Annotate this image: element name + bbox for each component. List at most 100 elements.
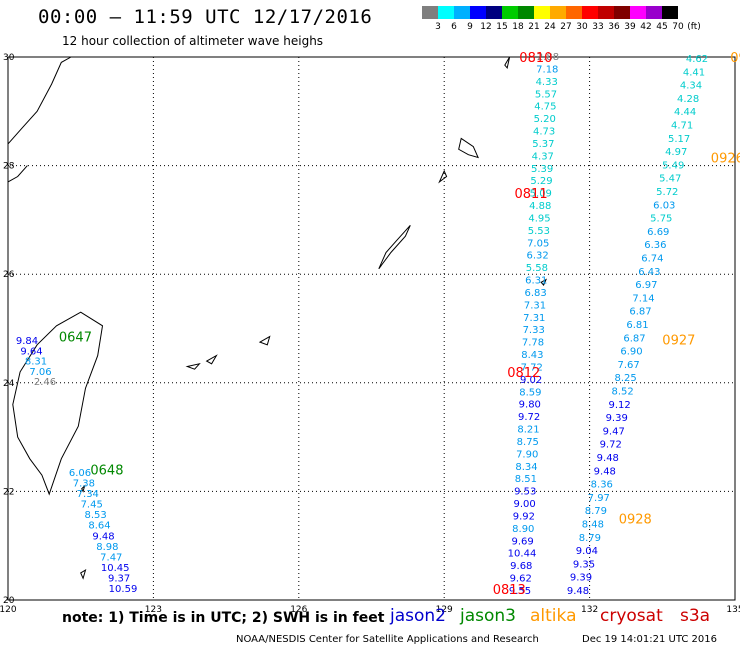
- pass-time-label: 0811: [515, 187, 548, 202]
- cryosat-swh-value: 8.75: [517, 437, 539, 448]
- cryosat-swh-value: 8.21: [517, 425, 539, 436]
- pass-time-label: 0810: [519, 51, 552, 66]
- color-scale-label: 70: [672, 22, 684, 32]
- jason3-swh-value: 9.84: [16, 336, 38, 347]
- jason3-swh-value: 8.53: [84, 510, 106, 521]
- color-scale-label: 39: [624, 22, 636, 32]
- color-swatch: [534, 6, 550, 19]
- pass-time-label: 0813: [493, 583, 526, 598]
- color-scale-label: 42: [640, 22, 652, 32]
- pass-time-label: 0812: [507, 366, 540, 381]
- jason3-swh-value: 7.34: [77, 489, 99, 500]
- altika-swh-value: 5.75: [650, 214, 672, 225]
- jason3-swh-value: 8.98: [96, 542, 118, 553]
- color-scale-bar: [422, 6, 678, 19]
- jason3-swh-value: 7.38: [73, 479, 95, 490]
- island-coastline: [504, 56, 511, 69]
- footer-timestamp: Dec 19 14:01:21 UTC 2016: [582, 634, 717, 645]
- iriomote-coastline: [185, 362, 201, 370]
- cryosat-swh-value: 7.33: [523, 325, 545, 336]
- map-frame: [7, 56, 736, 601]
- altika-swh-value: 4.41: [683, 67, 705, 78]
- color-scale-label: 15: [496, 22, 508, 32]
- jason3-swh-value: 8.31: [25, 357, 47, 368]
- cryosat-swh-value: 5.37: [532, 139, 554, 150]
- cryosat-swh-value: 8.59: [519, 387, 541, 398]
- altika-swh-value: 9.39: [570, 573, 592, 584]
- altika-swh-value: 9.48: [567, 586, 589, 597]
- color-swatch: [422, 6, 438, 19]
- altika-swh-value: 7.97: [588, 493, 610, 504]
- x-tick-label: 126: [290, 605, 307, 615]
- altika-swh-value: 6.87: [623, 333, 645, 344]
- altika-swh-value: 9.35: [573, 559, 595, 570]
- footer-credit: NOAA/NESDIS Center for Satellite Applica…: [236, 634, 539, 645]
- altika-swh-value: 4.71: [671, 121, 693, 132]
- cryosat-swh-value: 5.58: [526, 263, 548, 274]
- altika-swh-value: 9.04: [576, 546, 598, 557]
- page-subtitle: 12 hour collection of altimeter wave hei…: [62, 34, 324, 48]
- jason3-swh-value: 7.45: [81, 500, 103, 511]
- altika-swh-value: 6.74: [641, 254, 663, 265]
- altika-swh-value: 8.79: [579, 533, 601, 544]
- altika-swh-value: 9.72: [600, 440, 622, 451]
- cryosat-swh-value: 9.53: [514, 487, 536, 498]
- color-swatch: [486, 6, 502, 19]
- legend-jason3: jason3: [460, 606, 516, 626]
- cryosat-swh-value: 5.20: [534, 114, 556, 125]
- color-swatch: [582, 6, 598, 19]
- altika-swh-value: 6.69: [647, 227, 669, 238]
- jason3-swh-value: 9.64: [20, 346, 42, 357]
- cryosat-swh-value: 9.62: [510, 574, 532, 585]
- x-tick-label: 132: [581, 605, 598, 615]
- altika-swh-value: 5.17: [668, 134, 690, 145]
- jason3-swh-value: 10.59: [109, 584, 138, 595]
- color-scale-label: (ft): [687, 22, 701, 32]
- cryosat-swh-value: 9.80: [519, 400, 541, 411]
- altika-swh-value: 8.36: [591, 480, 613, 491]
- x-tick-label: 123: [145, 605, 162, 615]
- pass-time-label: 0928: [619, 513, 652, 528]
- jason3-swh-value: 7.06: [29, 367, 51, 378]
- altika-swh-value: 9.12: [608, 400, 630, 411]
- cryosat-swh-value: 5.29: [530, 176, 552, 187]
- cryosat-swh-value: 5.09: [530, 189, 552, 200]
- jason3-swh-value: 9.37: [108, 574, 130, 585]
- color-scale-label: 9: [467, 22, 473, 32]
- pass-time-label: 09: [730, 51, 740, 66]
- cryosat-swh-value: 4.33: [536, 77, 558, 88]
- cryosat-swh-value: 7.31: [524, 300, 546, 311]
- cryosat-swh-value: 2.88: [537, 52, 559, 63]
- y-tick-label: 22: [3, 487, 14, 497]
- cryosat-swh-value: 5.53: [528, 226, 550, 237]
- altika-swh-value: 6.90: [620, 347, 642, 358]
- color-scale-label: 18: [512, 22, 524, 32]
- altika-swh-value: 6.81: [626, 320, 648, 331]
- island-coastline: [438, 169, 448, 184]
- altika-swh-value: 7.67: [617, 360, 639, 371]
- color-scale-label: 6: [451, 22, 457, 32]
- cryosat-swh-value: 10.44: [508, 549, 537, 560]
- miyako-coastline: [258, 335, 271, 346]
- china-coastline: [7, 56, 72, 145]
- page-title: 00:00 – 11:59 UTC 12/17/2016: [38, 6, 373, 28]
- altika-swh-value: 9.39: [606, 413, 628, 424]
- altika-swh-value: 8.25: [614, 373, 636, 384]
- color-scale-label: 30: [576, 22, 588, 32]
- altika-swh-value: 6.97: [635, 280, 657, 291]
- cryosat-swh-value: 9.92: [513, 512, 535, 523]
- jason3-swh-value: 10.45: [101, 563, 130, 574]
- china-coastline: [7, 165, 28, 183]
- island-coastline: [81, 484, 86, 493]
- cryosat-swh-value: 7.90: [516, 449, 538, 460]
- cryosat-swh-value: 5.57: [535, 89, 557, 100]
- color-swatch: [662, 6, 678, 19]
- color-scale-label: 12: [480, 22, 492, 32]
- jason3-swh-value: 2.46: [34, 377, 56, 388]
- cryosat-swh-value: 4.75: [534, 102, 556, 113]
- amami-coastline: [458, 137, 479, 159]
- color-swatch: [550, 6, 566, 19]
- cryosat-swh-value: 9.00: [513, 499, 535, 510]
- x-tick-label: 135: [726, 605, 740, 615]
